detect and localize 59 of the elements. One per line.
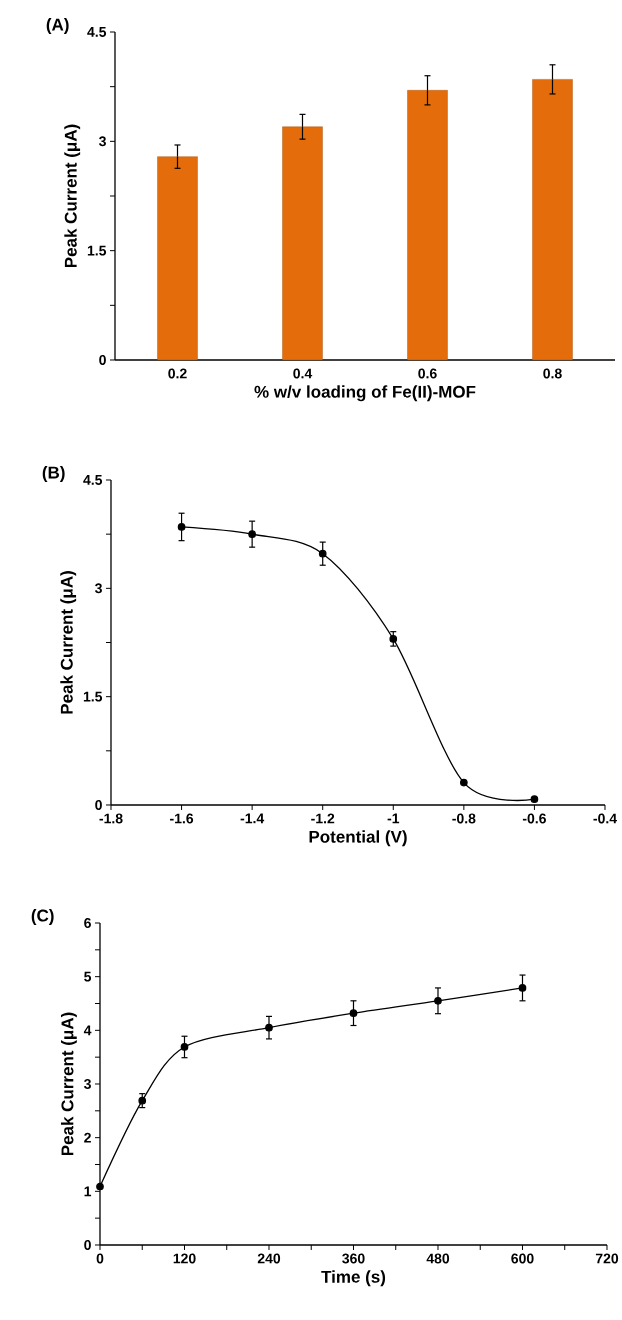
point xyxy=(318,549,327,558)
y-tick-label: 0 xyxy=(84,1240,91,1250)
x-tick-label: 720 xyxy=(595,1253,619,1264)
x-axis-title: Potential (V) xyxy=(309,830,407,847)
point xyxy=(177,523,186,531)
y-axis-title: Peak Current (μA) xyxy=(64,124,81,268)
x-tick-label: 0.4 xyxy=(293,368,313,379)
chart-title: (C) xyxy=(31,909,54,925)
y-tick-label: 4.5 xyxy=(87,27,107,37)
y-tick-label: 3 xyxy=(94,583,102,594)
x-tick-label: -1 xyxy=(387,813,400,824)
y-tick-label: 6 xyxy=(84,918,91,928)
y-axis-title: Peak Current (μA) xyxy=(60,571,77,714)
x-tick-label: 0.8 xyxy=(543,368,562,379)
chart-title: (A) xyxy=(46,18,69,34)
x-tick-label: -1.8 xyxy=(99,813,123,824)
x-tick-label: 0.2 xyxy=(168,368,187,379)
x-tick-label: 0.6 xyxy=(418,368,437,379)
x-axis-title: % w/v loading of Fe(II)-MOF xyxy=(254,385,476,402)
x-tick-label: -1.4 xyxy=(240,813,265,824)
y-axis-title: Peak Current (μA) xyxy=(60,1012,77,1156)
y-tick-label: 4 xyxy=(83,1025,92,1036)
x-tick-label: 240 xyxy=(257,1253,281,1264)
point xyxy=(96,1182,104,1191)
y-tick-label: 4.5 xyxy=(83,475,103,485)
x-tick-label: -0.6 xyxy=(522,813,546,824)
x-tick-label: 600 xyxy=(511,1253,534,1264)
chart-title: (B) xyxy=(42,466,65,482)
y-tick-label: 1.5 xyxy=(87,245,107,256)
bar xyxy=(157,156,198,361)
y-tick-label: 2 xyxy=(84,1132,91,1143)
y-tick-label: 0 xyxy=(99,355,106,365)
bar xyxy=(532,79,573,361)
x-tick-label: -1.2 xyxy=(311,813,335,824)
point xyxy=(248,530,256,539)
x-tick-label: 480 xyxy=(426,1253,450,1264)
bar xyxy=(282,126,323,361)
y-tick-label: 3 xyxy=(98,136,106,147)
x-tick-label: -0.8 xyxy=(452,813,476,824)
point xyxy=(530,795,539,804)
x-axis-title: Time (s) xyxy=(321,1270,386,1287)
point xyxy=(265,1023,273,1032)
y-tick-label: 1 xyxy=(84,1186,92,1197)
y-tick-label: 1.5 xyxy=(83,691,103,702)
x-tick-label: 360 xyxy=(342,1253,365,1264)
bar xyxy=(407,90,448,361)
x-tick-label: -0.4 xyxy=(593,813,617,824)
point xyxy=(434,996,442,1005)
x-tick-label: 120 xyxy=(173,1253,196,1264)
y-tick-label: 3 xyxy=(83,1079,91,1089)
y-tick-label: 0 xyxy=(95,800,102,810)
point xyxy=(349,1009,358,1017)
x-tick-label: -1.6 xyxy=(170,813,194,824)
point xyxy=(460,778,468,787)
point xyxy=(180,1043,189,1051)
point xyxy=(518,984,527,992)
y-tick-label: 5 xyxy=(84,971,92,982)
point xyxy=(138,1096,147,1105)
point xyxy=(389,635,398,643)
